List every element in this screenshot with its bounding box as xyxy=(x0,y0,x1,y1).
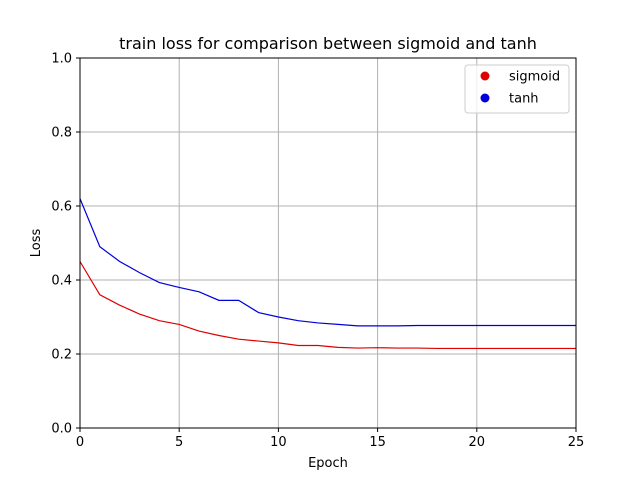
legend-marker-sigmoid xyxy=(480,71,490,81)
y-axis-label: Loss xyxy=(29,229,44,258)
x-tick-label: 15 xyxy=(369,435,386,450)
legend-marker-tanh xyxy=(480,93,490,103)
y-tick-label: 0.8 xyxy=(51,126,72,141)
x-axis-label: Epoch xyxy=(308,456,348,471)
legend-label-tanh: tanh xyxy=(509,92,539,107)
series-line-sigmoid xyxy=(79,261,576,350)
x-tick-label: 0 xyxy=(76,435,84,450)
y-axis-ticks: 0.0 0.2 0.4 0.6 0.8 1.0 xyxy=(51,52,80,437)
x-tick-label: 20 xyxy=(469,435,486,450)
legend: sigmoid tanh xyxy=(464,64,570,114)
x-axis-ticks: 0 5 10 15 20 25 xyxy=(76,428,584,450)
plot-frame xyxy=(79,57,577,429)
x-tick-label: 10 xyxy=(270,435,287,450)
y-tick-label: 0.4 xyxy=(51,274,72,289)
x-tick-label: 25 xyxy=(568,435,585,450)
series-line-tanh xyxy=(79,198,576,327)
legend-label-sigmoid: sigmoid xyxy=(509,70,560,85)
legend-box xyxy=(464,64,570,114)
y-tick-label: 1.0 xyxy=(51,52,72,67)
chart-title: train loss for comparison between sigmoi… xyxy=(119,34,537,53)
series-layer xyxy=(79,198,576,350)
y-tick-label: 0.0 xyxy=(51,422,72,437)
y-tick-label: 0.2 xyxy=(51,348,72,363)
x-tick-label: 5 xyxy=(175,435,183,450)
y-tick-label: 0.6 xyxy=(51,200,72,215)
